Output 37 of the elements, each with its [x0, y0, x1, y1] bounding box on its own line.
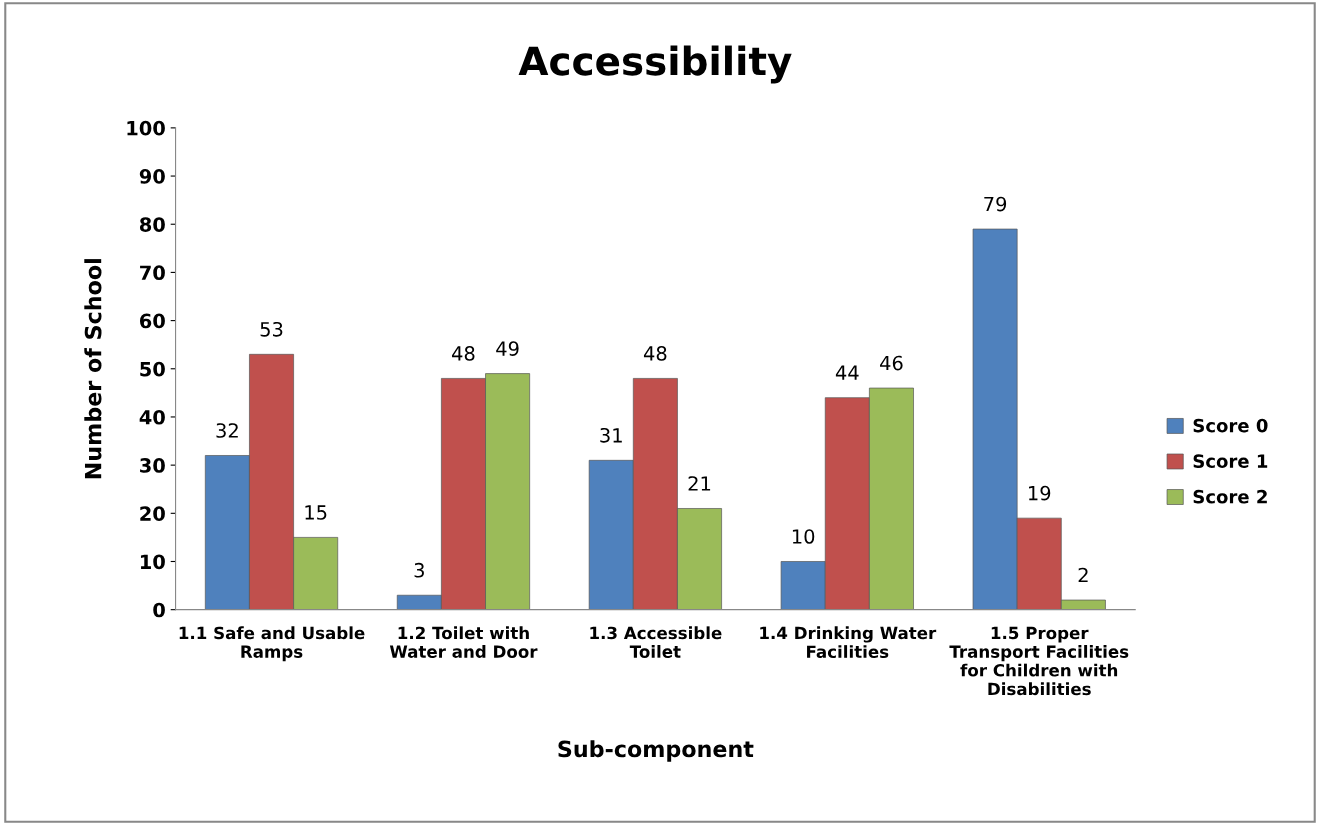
- y-tick-label: 100: [127, 120, 165, 136]
- data-label: 15: [305, 505, 327, 520]
- data-label: 46: [880, 355, 903, 371]
- data-label: 2: [1078, 567, 1088, 583]
- y-tick-label: 0: [153, 602, 165, 618]
- x-axis-title: Sub-component: [558, 740, 754, 762]
- data-label: 44: [835, 365, 859, 380]
- y-tick-label: 20: [140, 506, 165, 521]
- y-tick-label: 90: [139, 169, 165, 184]
- y-axis-title: Number of School: [84, 259, 102, 479]
- y-tick-label: 80: [139, 217, 165, 232]
- legend-label: Score 0: [1193, 418, 1268, 433]
- data-label: 21: [688, 476, 711, 491]
- data-label: 31: [600, 427, 622, 443]
- legend-label: Score 2: [1193, 489, 1267, 504]
- y-tick-label: 30: [140, 458, 165, 473]
- x-tick-label: 1.2 Toilet with Water and Door: [389, 626, 538, 658]
- y-tick-label: 60: [139, 313, 165, 329]
- data-label: 10: [792, 529, 815, 544]
- data-label: 19: [1029, 485, 1051, 501]
- x-tick-label: 1.1 Safe and Usable Ramps: [179, 626, 365, 662]
- data-label: 48: [452, 346, 475, 361]
- x-tick-label: 1.5 Proper Transport Facilities for Children with Disabilities: [949, 626, 1129, 696]
- data-label: 32: [216, 423, 238, 438]
- x-tick-label: 1.4 Drinking Water Facilities: [760, 626, 937, 659]
- data-label: 49: [496, 341, 519, 356]
- y-tick-label: 40: [139, 409, 165, 425]
- x-tick-label: 1.3 Accessible Toilet: [590, 626, 722, 658]
- data-label: 48: [643, 346, 667, 361]
- y-tick-label: 50: [140, 361, 165, 377]
- data-label: 79: [984, 196, 1007, 212]
- data-label: 53: [260, 321, 283, 337]
- y-tick-label: 10: [140, 554, 165, 570]
- chart-title: Accessibility: [518, 45, 792, 84]
- y-tick-label: 70: [140, 265, 165, 281]
- data-label: 3: [414, 562, 424, 578]
- legend-label: Score 1: [1193, 454, 1268, 468]
